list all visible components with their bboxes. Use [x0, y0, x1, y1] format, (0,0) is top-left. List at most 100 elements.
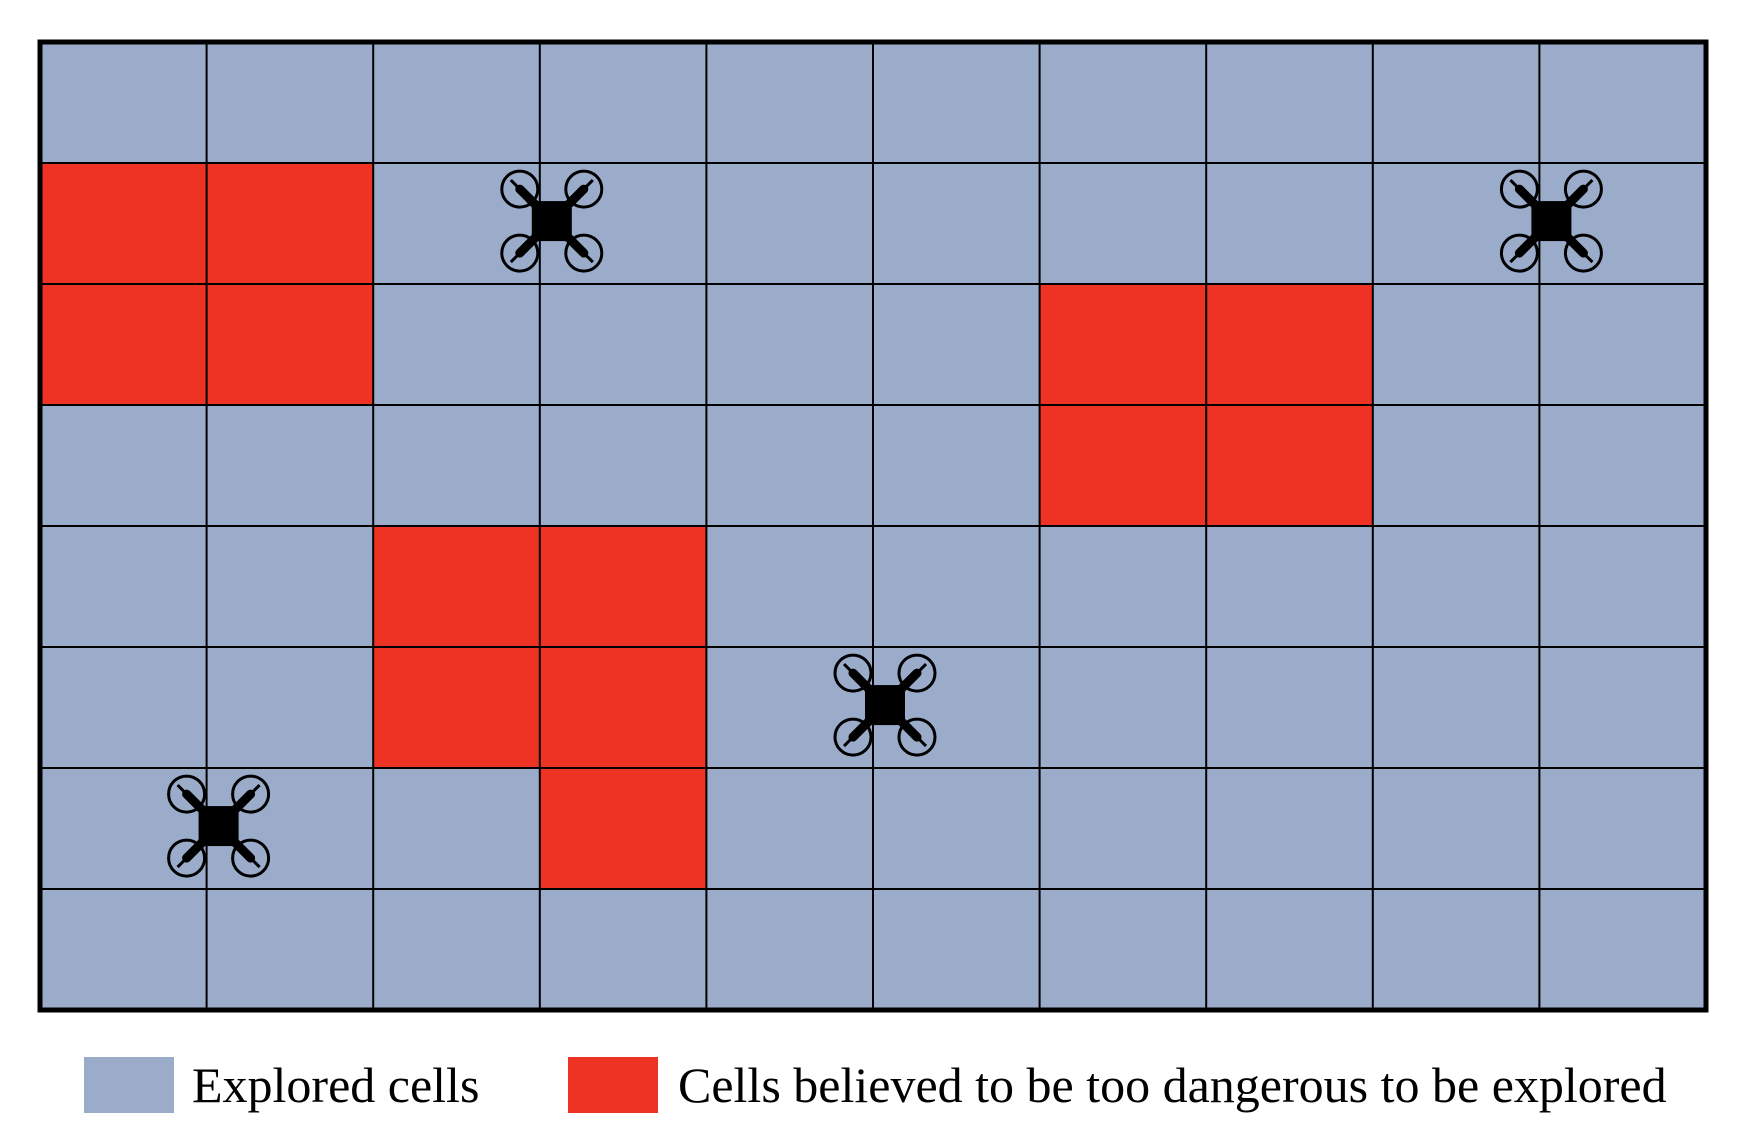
cell-explored: [539, 889, 707, 1011]
cell-dangerous: [1206, 284, 1374, 406]
cell-dangerous: [206, 163, 374, 285]
drone-rotor-hub: [913, 733, 921, 741]
cell-explored: [1206, 768, 1374, 890]
cell-explored: [1039, 768, 1207, 890]
cell-explored: [873, 768, 1041, 890]
cell-explored: [1372, 647, 1540, 769]
cell-dangerous: [1039, 284, 1207, 406]
cell-explored: [539, 284, 707, 406]
cell-explored: [706, 284, 874, 406]
legend-label-danger: Cells believed to be too dangerous to be…: [678, 1057, 1667, 1113]
cell-explored: [1372, 405, 1540, 527]
cell-explored: [40, 526, 208, 648]
cell-explored: [706, 889, 874, 1011]
drone-rotor: [564, 233, 604, 273]
cell-explored: [873, 405, 1041, 527]
drone-rotor: [167, 774, 207, 814]
cell-explored: [1539, 526, 1707, 648]
cell-explored: [706, 405, 874, 527]
cell-explored: [1039, 526, 1207, 648]
cell-explored: [1539, 647, 1707, 769]
cell-dangerous: [1206, 405, 1374, 527]
drone-rotor: [897, 717, 937, 757]
cell-explored: [1372, 284, 1540, 406]
drone-rotor: [1563, 169, 1603, 209]
cell-explored: [873, 42, 1041, 164]
cell-explored: [1206, 163, 1374, 285]
legend-label-explored: Explored cells: [192, 1057, 480, 1113]
cell-explored: [706, 768, 874, 890]
cell-dangerous: [40, 163, 208, 285]
cell-explored: [873, 163, 1041, 285]
cell-explored: [40, 647, 208, 769]
drone-icon: [1499, 169, 1603, 273]
drone-rotor: [833, 717, 873, 757]
cell-explored: [873, 889, 1041, 1011]
cell-explored: [373, 163, 541, 285]
cell-explored: [206, 889, 374, 1011]
drone-rotor-hub: [580, 185, 588, 193]
cell-explored: [1539, 284, 1707, 406]
cell-dangerous: [40, 284, 208, 406]
drone-rotor-hub: [247, 854, 255, 862]
drone-rotor-hub: [516, 249, 524, 257]
grid-border: [37, 39, 1709, 1013]
cell-explored: [1539, 42, 1707, 164]
cell-explored: [1539, 889, 1707, 1011]
cell-explored: [1206, 42, 1374, 164]
drone-rotor: [231, 774, 271, 814]
cell-explored: [1372, 526, 1540, 648]
cell-dangerous: [373, 647, 541, 769]
drone-rotor-hub: [1515, 185, 1523, 193]
cell-explored: [1206, 889, 1374, 1011]
cell-dangerous: [539, 647, 707, 769]
legend-swatch-explored: [84, 1057, 174, 1113]
cell-explored: [1539, 405, 1707, 527]
drone-rotor: [1563, 233, 1603, 273]
drone-icon: [833, 653, 937, 757]
drone-rotor: [500, 233, 540, 273]
drone-icon: [167, 774, 271, 878]
drone-rotor: [500, 169, 540, 209]
cell-dangerous: [539, 768, 707, 890]
drones: [167, 169, 1603, 878]
cell-explored: [1039, 163, 1207, 285]
cell-explored: [706, 42, 874, 164]
drone-rotor-hub: [516, 185, 524, 193]
cell-explored: [373, 284, 541, 406]
drone-body: [198, 806, 239, 847]
drone-rotor-hub: [183, 854, 191, 862]
drone-rotor: [231, 838, 271, 878]
legend: Explored cells Cells believed to be too …: [0, 1052, 1740, 1132]
drone-rotor-hub: [183, 790, 191, 798]
cell-explored: [1372, 163, 1540, 285]
drone-rotor-hub: [849, 669, 857, 677]
cell-dangerous: [539, 526, 707, 648]
drone-rotor: [1499, 233, 1539, 273]
cell-explored: [873, 526, 1041, 648]
cell-explored: [40, 42, 208, 164]
cell-explored: [206, 526, 374, 648]
drone-rotor-hub: [247, 790, 255, 798]
drone-rotor-hub: [849, 733, 857, 741]
drone-rotor: [167, 838, 207, 878]
drone-rotor-hub: [580, 249, 588, 257]
cell-dangerous: [373, 526, 541, 648]
cell-explored: [1039, 647, 1207, 769]
cell-explored: [1539, 768, 1707, 890]
drone-rotor: [1499, 169, 1539, 209]
cell-explored: [1039, 889, 1207, 1011]
cell-explored: [40, 889, 208, 1011]
drone-rotor-hub: [1515, 249, 1523, 257]
drone-rotor: [564, 169, 604, 209]
cell-explored: [1039, 42, 1207, 164]
cell-explored: [40, 405, 208, 527]
drone-rotor: [897, 653, 937, 693]
cell-explored: [706, 647, 874, 769]
cell-explored: [206, 405, 374, 527]
cell-explored: [1372, 889, 1540, 1011]
drone-rotor-hub: [913, 669, 921, 677]
cell-explored: [1372, 768, 1540, 890]
cell-explored: [706, 526, 874, 648]
